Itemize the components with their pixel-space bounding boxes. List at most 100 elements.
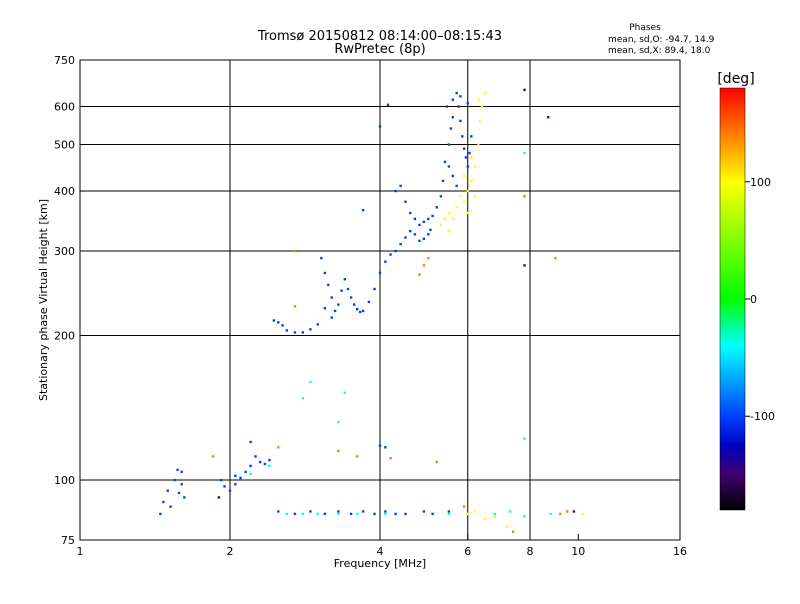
data-point xyxy=(466,165,469,168)
data-point xyxy=(443,217,447,221)
data-point xyxy=(473,195,477,198)
data-point xyxy=(459,95,462,98)
phase-stat-x: mean, sd,X: 89.4, 18.0 xyxy=(608,46,711,56)
data-point xyxy=(373,287,376,291)
data-point xyxy=(451,174,455,178)
data-point xyxy=(422,220,426,224)
data-point xyxy=(439,223,443,227)
data-point xyxy=(466,512,469,516)
data-point xyxy=(162,500,165,504)
data-point xyxy=(422,510,426,513)
data-point xyxy=(399,242,402,246)
data-point xyxy=(309,380,312,384)
data-point xyxy=(301,397,305,400)
data-point xyxy=(327,283,330,287)
data-point xyxy=(323,512,327,516)
data-point xyxy=(554,256,557,260)
data-point xyxy=(418,239,421,243)
data-point xyxy=(254,455,257,458)
y-axis-label: Stationary phase Virtual Height [km] xyxy=(37,199,50,401)
data-point xyxy=(389,457,392,460)
data-point xyxy=(277,510,280,513)
data-point xyxy=(316,323,319,326)
data-point xyxy=(439,195,443,198)
data-point xyxy=(451,217,455,221)
data-point xyxy=(457,105,460,108)
colorbar-tick-label: 100 xyxy=(750,176,771,189)
data-point xyxy=(435,206,438,209)
data-point xyxy=(316,512,319,516)
data-point xyxy=(358,310,362,314)
data-point xyxy=(361,510,365,513)
data-point xyxy=(427,233,430,236)
data-point xyxy=(384,446,387,449)
data-point xyxy=(466,189,469,193)
data-point xyxy=(244,470,247,474)
data-point xyxy=(272,319,276,322)
data-point xyxy=(355,307,359,311)
data-point xyxy=(249,472,252,476)
data-point xyxy=(413,233,417,236)
colorbar-tick-label: -100 xyxy=(750,410,775,423)
data-point xyxy=(404,236,407,239)
data-point xyxy=(418,223,421,227)
data-point xyxy=(572,510,576,513)
data-point xyxy=(447,512,451,516)
data-point xyxy=(384,512,387,516)
data-point xyxy=(431,214,434,218)
data-point xyxy=(455,91,458,95)
data-point xyxy=(451,98,455,101)
x-tick-label: 16 xyxy=(673,545,687,558)
data-point xyxy=(309,328,312,331)
data-point xyxy=(301,512,305,516)
data-point xyxy=(285,329,288,332)
data-point xyxy=(378,271,382,275)
phase-header: Phases xyxy=(629,23,661,33)
x-tick-label: 8 xyxy=(527,545,534,558)
data-point xyxy=(234,483,237,486)
data-point xyxy=(320,256,323,260)
data-point xyxy=(523,88,526,92)
data-point xyxy=(455,206,458,209)
phase-stat-o: mean, sd,O: -94.7, 14.9 xyxy=(608,35,715,45)
data-point xyxy=(523,515,526,518)
data-point xyxy=(361,208,365,212)
data-point xyxy=(373,512,376,516)
data-point xyxy=(285,512,288,516)
data-point xyxy=(343,278,347,281)
data-point xyxy=(219,478,223,482)
data-point xyxy=(445,105,449,108)
data-point xyxy=(447,165,451,168)
data-point xyxy=(473,165,477,168)
data-point xyxy=(418,273,421,276)
data-point xyxy=(183,496,186,499)
data-point xyxy=(337,449,340,453)
data-point xyxy=(523,151,526,155)
x-tick-label: 2 xyxy=(227,545,234,558)
data-point xyxy=(581,512,584,516)
data-point xyxy=(549,512,552,516)
data-point xyxy=(249,464,252,468)
data-point xyxy=(399,184,402,188)
colorbar xyxy=(719,87,746,511)
data-point xyxy=(523,437,526,440)
data-point xyxy=(177,491,181,495)
data-point xyxy=(277,321,280,324)
y-tick-label: 200 xyxy=(54,330,75,343)
chart-title: Tromsø 20150812 08:14:00–08:15:43 xyxy=(257,29,502,44)
y-tick-label: 750 xyxy=(54,54,75,67)
data-points xyxy=(159,88,584,534)
data-point xyxy=(301,331,305,334)
data-point xyxy=(462,200,466,203)
chart-subtitle: RwPretec (8p) xyxy=(334,42,425,57)
data-point xyxy=(173,478,177,482)
data-point xyxy=(223,485,226,488)
data-point xyxy=(234,474,237,478)
data-point xyxy=(263,462,267,466)
data-point xyxy=(470,179,473,183)
data-point xyxy=(447,510,451,513)
data-point xyxy=(176,468,179,472)
data-point xyxy=(459,195,462,198)
